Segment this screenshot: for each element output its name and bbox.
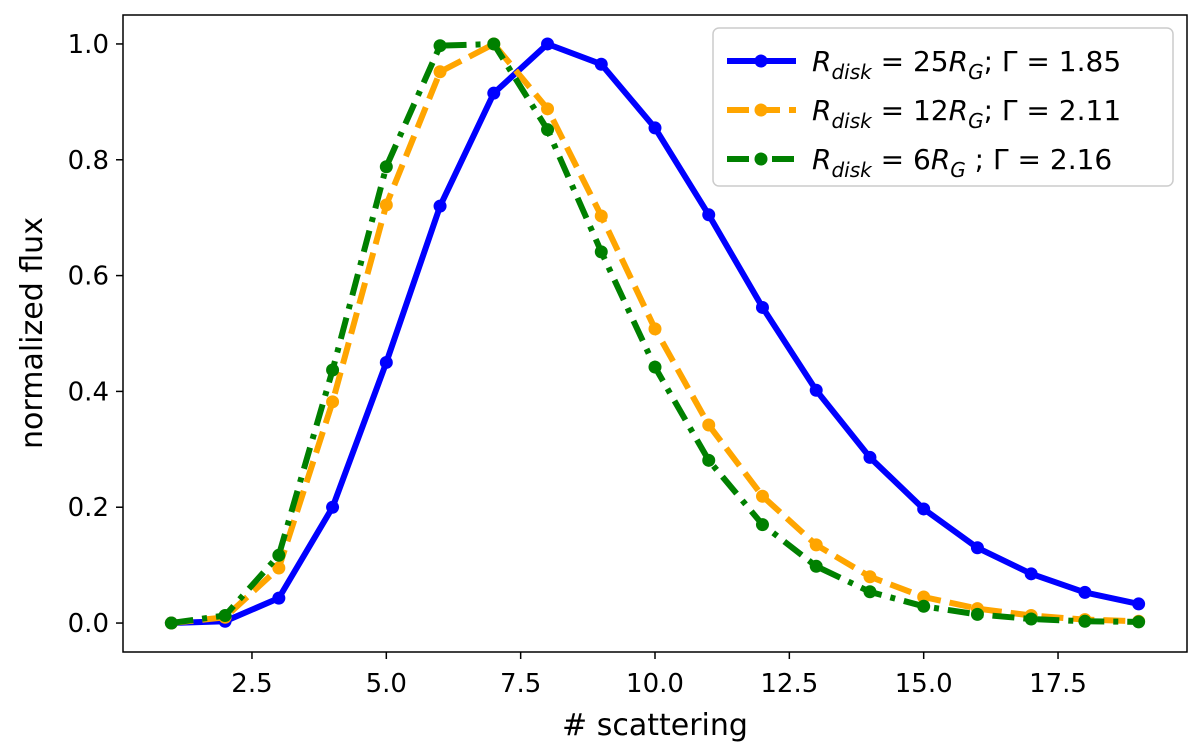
series-1-point [917, 502, 931, 516]
series-1-point [863, 450, 877, 464]
y-ticks: 0.0 0.2 0.4 0.6 0.8 1.0 [68, 30, 123, 639]
series-1-point [541, 37, 555, 51]
legend-label-2: Rdisk = 12RG; Γ = 2.11 [812, 94, 1121, 133]
series-1-point [487, 86, 501, 100]
series-3-point [917, 599, 931, 613]
series-1-point [648, 121, 662, 135]
series-3-point [1132, 615, 1146, 629]
y-tick-label: 1.0 [68, 30, 109, 60]
series-3-point [272, 548, 286, 562]
series-2-point [809, 538, 823, 552]
series-1-point [326, 500, 340, 514]
series-2-point [702, 418, 716, 432]
y-axis-label: normalized flux [15, 217, 50, 449]
series-1-point [594, 57, 608, 71]
series-3-point [970, 607, 984, 621]
series-2-point [755, 489, 769, 503]
series-3-point [487, 37, 501, 51]
legend-entries: Rdisk = 25RG; Γ = 1.85 Rdisk = 12RG; Γ = … [727, 45, 1121, 182]
legend-label-1: Rdisk = 25RG; Γ = 1.85 [812, 45, 1121, 84]
legend-box [712, 27, 1174, 187]
series-3-point [702, 453, 716, 467]
y-tick-label: 0.6 [68, 262, 109, 292]
legend: Rdisk = 25RG; Γ = 1.85 Rdisk = 12RG; Γ = … [712, 27, 1174, 187]
series-3-point [755, 518, 769, 532]
x-tick-label: 2.5 [231, 669, 272, 699]
series-1-point [970, 541, 984, 555]
x-ticks: 2.5 5.0 7.5 10.0 12.5 15.0 17.5 [231, 652, 1087, 699]
series-2-point [917, 590, 931, 604]
series-3-point [648, 360, 662, 374]
series-3-point [218, 609, 232, 623]
legend-label-3: Rdisk = 6RG ; Γ = 2.16 [812, 143, 1112, 182]
series-1-point [809, 383, 823, 397]
series-3-point [433, 39, 447, 53]
series-2-point [272, 561, 286, 575]
series-3-point [863, 585, 877, 599]
y-tick-label: 0.0 [68, 609, 109, 639]
x-tick-label: 7.5 [500, 669, 541, 699]
series-1-point [272, 591, 286, 605]
legend-marker-3 [754, 152, 768, 166]
x-axis-label: # scattering [562, 708, 748, 743]
series-2-point [863, 570, 877, 584]
series-3-point [326, 363, 340, 377]
series-3-point [164, 616, 178, 630]
series-2-point [326, 395, 340, 409]
series-1-point [1132, 597, 1146, 611]
series-1-point [433, 199, 447, 213]
series-3-point [809, 559, 823, 573]
y-tick-label: 0.8 [68, 146, 109, 176]
series-1-point [702, 208, 716, 222]
series-2-point [594, 209, 608, 223]
series-2-point [648, 322, 662, 336]
series-1-point [379, 355, 393, 369]
x-tick-label: 10.0 [626, 669, 684, 699]
series-2-point [379, 198, 393, 212]
x-tick-label: 15.0 [895, 669, 953, 699]
series-2-point [541, 102, 555, 116]
series-layer [164, 37, 1146, 630]
series-2-point [433, 65, 447, 79]
series-3-point [594, 245, 608, 259]
series-1-point [1078, 585, 1092, 599]
x-tick-label: 17.5 [1029, 669, 1087, 699]
x-tick-label: 12.5 [760, 669, 818, 699]
x-tick-label: 5.0 [366, 669, 407, 699]
series-3-point [1078, 614, 1092, 628]
y-tick-label: 0.2 [68, 493, 109, 523]
series-1-point [755, 300, 769, 314]
series-3-point [541, 123, 555, 137]
series-3-point [379, 160, 393, 174]
legend-marker-2 [754, 103, 768, 117]
series-1-point [1024, 567, 1038, 581]
series-3-point [1024, 612, 1038, 626]
legend-marker-1 [754, 54, 768, 68]
y-tick-label: 0.4 [68, 377, 109, 407]
